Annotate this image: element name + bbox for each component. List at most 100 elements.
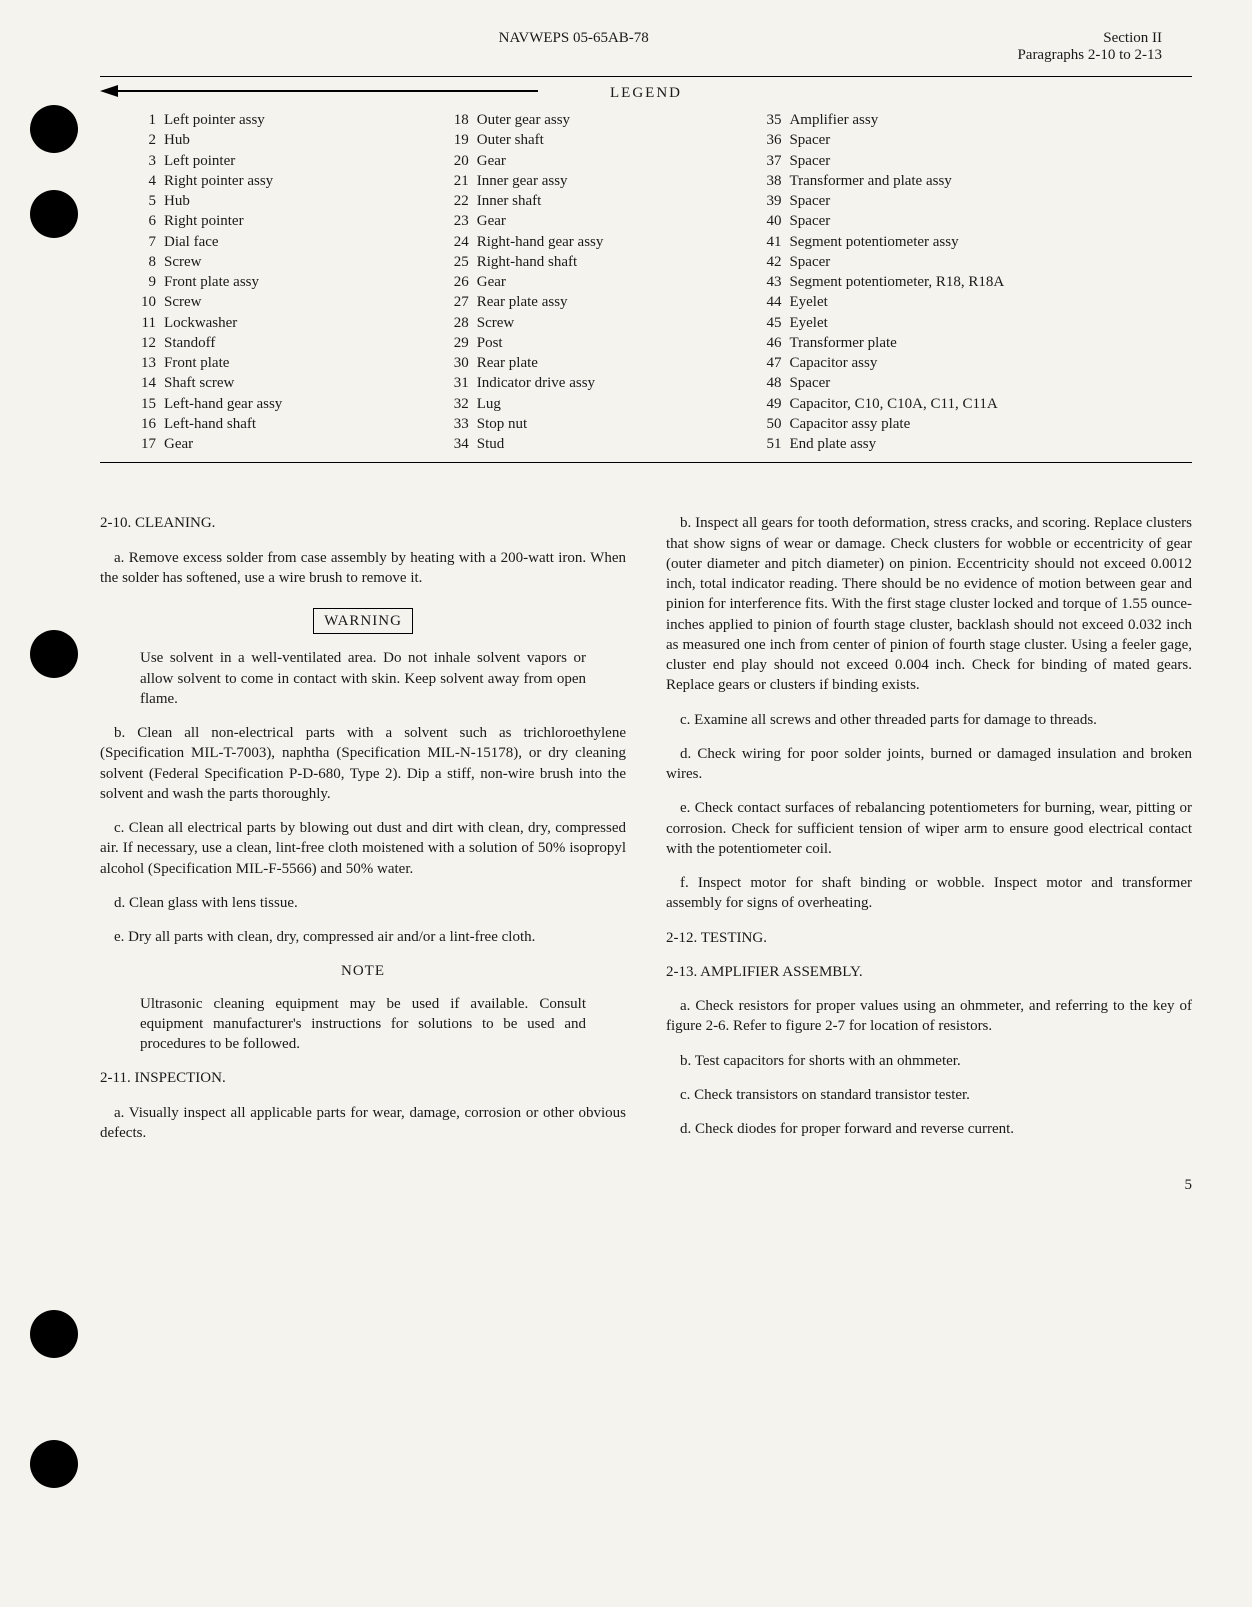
paragraph: c. Clean all electrical parts by blowing…: [100, 818, 626, 879]
legend-item: 41Segment potentiometer assy: [755, 232, 1162, 252]
paragraph: f. Inspect motor for shaft binding or wo…: [666, 873, 1192, 914]
legend-item: 8 Screw: [130, 252, 443, 272]
legend-item: 25Right-hand shaft: [443, 252, 756, 272]
legend-item-text: Outer gear assy: [477, 110, 570, 130]
legend-item-number: 40: [755, 211, 781, 231]
legend-item: 31Indicator drive assy: [443, 373, 756, 393]
legend-item-number: 37: [755, 151, 781, 171]
legend-item-text: Lug: [477, 394, 501, 414]
legend-item-number: 38: [755, 171, 781, 191]
legend-item-text: Spacer: [789, 151, 830, 171]
legend-item-number: 42: [755, 252, 781, 272]
paragraph: c. Examine all screws and other threaded…: [666, 710, 1192, 730]
legend-item: 35Amplifier assy: [755, 110, 1162, 130]
legend-item-text: Gear: [477, 272, 506, 292]
legend-item-number: 3: [130, 151, 156, 171]
legend-item: 7 Dial face: [130, 232, 443, 252]
legend-item-text: Capacitor assy plate: [789, 414, 910, 434]
legend-item: 28 Screw: [443, 313, 756, 333]
right-column: b. Inspect all gears for tooth deformati…: [666, 513, 1192, 1157]
legend-item-text: Rear plate: [477, 353, 538, 373]
legend-item: 4 Right pointer assy: [130, 171, 443, 191]
legend-item-number: 25: [443, 252, 469, 272]
legend-item: 40Spacer: [755, 211, 1162, 231]
legend-item-number: 35: [755, 110, 781, 130]
legend-item-number: 1: [130, 110, 156, 130]
legend-section: LEGEND 1Left pointer assy2Hub3Left point…: [100, 76, 1192, 463]
hole-punch-dot: [30, 190, 78, 238]
legend-item: 34Stud: [443, 434, 756, 454]
legend-item-text: Front plate assy: [164, 272, 259, 292]
legend-item: 21Inner gear assy: [443, 171, 756, 191]
legend-item-text: Segment potentiometer assy: [789, 232, 958, 252]
legend-item: 13Front plate: [130, 353, 443, 373]
legend-item-text: Screw: [164, 252, 202, 272]
legend-item-text: Hub: [164, 130, 190, 150]
legend-item-number: 11: [130, 313, 156, 333]
legend-item-text: Transformer and plate assy: [789, 171, 951, 191]
legend-item-text: Left-hand shaft: [164, 414, 256, 434]
section-heading: 2-12. TESTING.: [666, 928, 1192, 948]
section-heading: 2-11. INSPECTION.: [100, 1068, 626, 1088]
legend-item-number: 16: [130, 414, 156, 434]
legend-item-text: Outer shaft: [477, 130, 544, 150]
legend-item-number: 9: [130, 272, 156, 292]
paragraph: e. Check contact surfaces of rebalancing…: [666, 798, 1192, 859]
legend-item-text: Left pointer assy: [164, 110, 265, 130]
legend-item: 1 Left pointer assy: [130, 110, 443, 130]
legend-item-text: Left-hand gear assy: [164, 394, 282, 414]
legend-item-text: Screw: [477, 313, 515, 333]
legend-item-number: 28: [443, 313, 469, 333]
legend-item-number: 20: [443, 151, 469, 171]
legend-item-number: 45: [755, 313, 781, 333]
legend-item-number: 44: [755, 292, 781, 312]
legend-item-text: Gear: [164, 434, 193, 454]
section-label: Section II: [1017, 30, 1162, 47]
legend-item: 23 Gear: [443, 211, 756, 231]
legend-item-number: 49: [755, 394, 781, 414]
legend-item-text: Rear plate assy: [477, 292, 568, 312]
legend-item-number: 15: [130, 394, 156, 414]
paragraph: a. Check resistors for proper values usi…: [666, 996, 1192, 1037]
legend-item: 29Post: [443, 333, 756, 353]
legend-item-text: Spacer: [789, 252, 830, 272]
warning-text: Use solvent in a well-ventilated area. D…: [140, 648, 586, 709]
legend-item-text: Eyelet: [789, 292, 827, 312]
legend-item: 46Transformer plate: [755, 333, 1162, 353]
hole-punch-dot: [30, 1440, 78, 1488]
page-number: 5: [100, 1177, 1192, 1194]
legend-item-number: 27: [443, 292, 469, 312]
legend-item-text: Spacer: [789, 130, 830, 150]
legend-item-text: Shaft screw: [164, 373, 234, 393]
legend-item-text: Dial face: [164, 232, 219, 252]
legend-item: 22Inner shaft: [443, 191, 756, 211]
legend-item: 47Capacitor assy: [755, 353, 1162, 373]
legend-item-text: Right-hand gear assy: [477, 232, 604, 252]
legend-item-text: Right pointer assy: [164, 171, 273, 191]
legend-item-text: Segment potentiometer, R18, R18A: [789, 272, 1004, 292]
legend-item-number: 36: [755, 130, 781, 150]
legend-item-number: 29: [443, 333, 469, 353]
legend-column-3: 35Amplifier assy36 Spacer 37 Spacer 38 Transf…: [755, 110, 1162, 454]
legend-item-number: 23: [443, 211, 469, 231]
legend-item-text: Inner gear assy: [477, 171, 568, 191]
legend-item-number: 30: [443, 353, 469, 373]
legend-item: 18Outer gear assy: [443, 110, 756, 130]
legend-item-number: 46: [755, 333, 781, 353]
paragraph: d. Check wiring for poor solder joints, …: [666, 744, 1192, 785]
legend-item: 32 Lug: [443, 394, 756, 414]
legend-item-number: 2: [130, 130, 156, 150]
legend-item-number: 32: [443, 394, 469, 414]
legend-item: 27 Rear plate assy: [443, 292, 756, 312]
legend-item-text: Gear: [477, 151, 506, 171]
paragraph: d. Check diodes for proper forward and r…: [666, 1119, 1192, 1139]
legend-item-number: 4: [130, 171, 156, 191]
legend-item-number: 7: [130, 232, 156, 252]
warning-box: WARNING: [313, 608, 413, 634]
legend-item-number: 8: [130, 252, 156, 272]
legend-item-text: Inner shaft: [477, 191, 542, 211]
legend-item-number: 39: [755, 191, 781, 211]
legend-item-number: 26: [443, 272, 469, 292]
paragraph: b. Inspect all gears for tooth deformati…: [666, 513, 1192, 695]
legend-item-text: Gear: [477, 211, 506, 231]
